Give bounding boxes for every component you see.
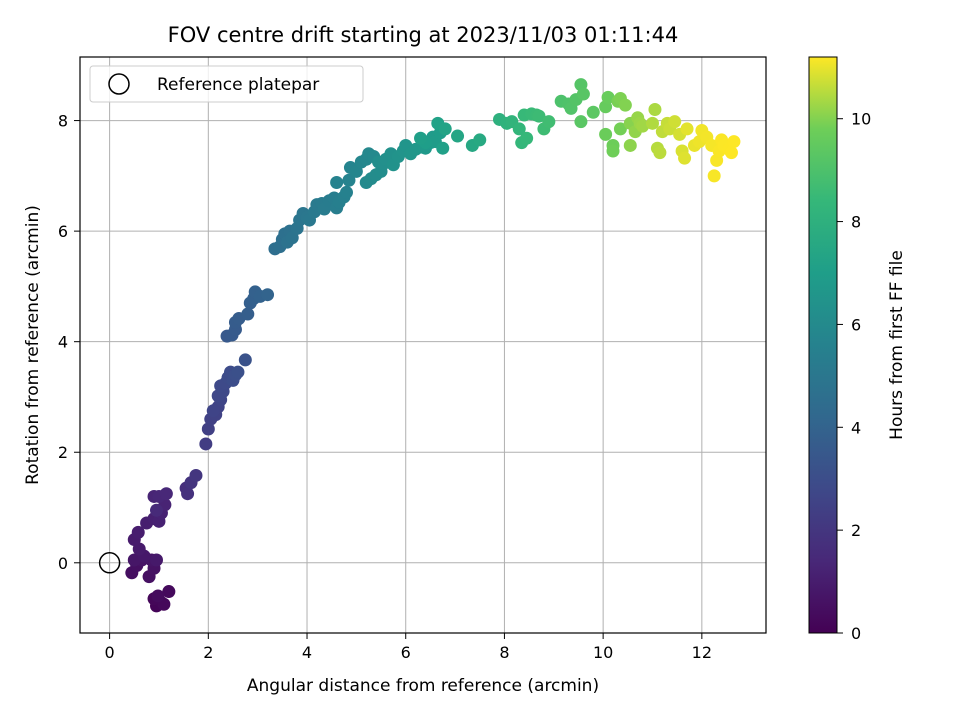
- x-tick-label: 4: [302, 643, 312, 662]
- x-tick-label: 0: [105, 643, 115, 662]
- chart-title: FOV centre drift starting at 2023/11/03 …: [168, 23, 679, 47]
- x-tick-label: 8: [499, 643, 509, 662]
- data-point: [159, 487, 173, 501]
- data-point: [512, 122, 526, 136]
- data-point: [340, 185, 354, 199]
- data-point: [438, 122, 452, 136]
- y-tick-label: 0: [58, 554, 68, 573]
- data-point: [724, 146, 738, 160]
- data-point: [613, 122, 627, 136]
- data-point: [231, 365, 245, 379]
- data-point: [241, 307, 255, 321]
- y-axis-label: Rotation from reference (arcmin): [23, 205, 43, 485]
- y-axis-ticks: 0 2 4 6 8: [58, 112, 80, 573]
- colorbar: [808, 56, 838, 634]
- colorbar-tick-label: 2: [851, 521, 861, 540]
- x-tick-label: 12: [692, 643, 712, 662]
- data-point: [668, 115, 682, 129]
- data-point: [473, 133, 487, 147]
- legend-entry-reference-platepar: Reference platepar: [157, 75, 319, 95]
- y-tick-label: 8: [58, 112, 68, 131]
- colorbar-ticks: 0 2 4 6 8 10: [837, 110, 871, 643]
- data-point: [727, 135, 741, 149]
- data-point: [648, 103, 662, 117]
- data-point: [238, 353, 252, 367]
- data-point: [623, 138, 637, 152]
- colorbar-tick-label: 10: [851, 110, 871, 129]
- data-point: [131, 525, 145, 539]
- data-point: [201, 422, 215, 436]
- data-point: [330, 175, 344, 189]
- data-point: [149, 553, 163, 567]
- reference-platepar-marker: [98, 552, 121, 574]
- data-point: [542, 115, 556, 129]
- colorbar-tick-label: 8: [851, 213, 861, 232]
- x-tick-label: 10: [593, 643, 613, 662]
- x-tick-label: 2: [203, 643, 213, 662]
- data-points: [125, 78, 741, 613]
- data-point: [261, 288, 275, 302]
- data-point: [162, 585, 176, 599]
- data-point: [601, 90, 615, 104]
- data-point: [680, 122, 694, 136]
- data-point: [707, 169, 721, 183]
- data-point: [599, 127, 613, 141]
- x-axis-label: Angular distance from reference (arcmin): [247, 676, 599, 696]
- x-axis-ticks: 0 2 4 6 8 10 12: [105, 633, 712, 662]
- plot-frame: [79, 56, 767, 634]
- data-point: [181, 487, 195, 501]
- data-point: [636, 119, 650, 133]
- x-tick-label: 6: [401, 643, 411, 662]
- data-point: [206, 404, 220, 418]
- colorbar-label: Hours from first FF file: [887, 250, 907, 440]
- data-point: [342, 173, 356, 187]
- data-point: [645, 116, 659, 130]
- y-tick-label: 2: [58, 443, 68, 462]
- data-point: [574, 115, 588, 129]
- y-tick-label: 4: [58, 333, 68, 352]
- y-tick-label: 6: [58, 222, 68, 241]
- legend: Reference platepar: [89, 65, 364, 103]
- legend-marker-icon: [108, 73, 130, 95]
- data-point: [618, 98, 632, 112]
- data-point: [576, 87, 590, 101]
- data-point: [653, 146, 667, 160]
- legend-box: [89, 65, 364, 103]
- colorbar-tick-label: 6: [851, 315, 861, 334]
- colorbar-tick-label: 4: [851, 418, 861, 437]
- data-point: [149, 503, 163, 517]
- data-point: [199, 437, 213, 451]
- data-point: [151, 589, 165, 603]
- data-point: [532, 109, 546, 123]
- data-point: [451, 129, 465, 143]
- data-point: [586, 105, 600, 119]
- data-point: [678, 151, 692, 165]
- grid-lines: [80, 57, 766, 633]
- colorbar-tick-label: 0: [851, 624, 861, 643]
- data-point: [127, 553, 141, 567]
- data-point: [436, 141, 450, 155]
- data-point: [520, 131, 534, 145]
- data-point: [414, 131, 428, 145]
- data-point: [189, 468, 203, 482]
- data-point: [606, 144, 620, 158]
